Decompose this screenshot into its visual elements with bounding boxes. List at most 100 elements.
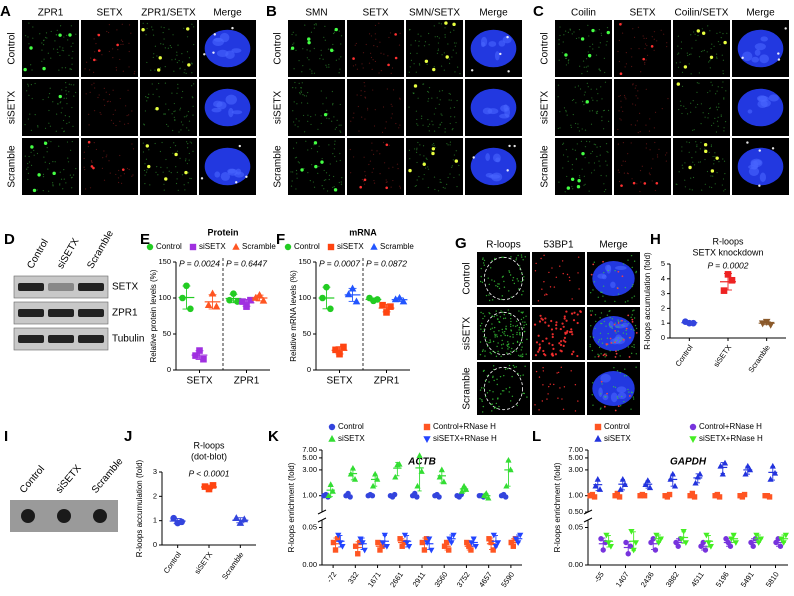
chart-title: R-loops — [193, 440, 225, 450]
data-point — [436, 473, 443, 480]
speckle — [599, 42, 601, 44]
speckle — [581, 151, 585, 156]
speckle — [600, 34, 603, 36]
speckle — [618, 95, 620, 97]
speckle — [632, 28, 634, 30]
micrograph — [347, 79, 404, 136]
speckle — [551, 352, 554, 355]
speckle — [146, 97, 148, 99]
speckle — [416, 179, 418, 181]
speckle — [649, 149, 651, 151]
nucleus-texture — [213, 100, 223, 108]
speckle — [186, 36, 189, 38]
nucleus — [470, 147, 517, 186]
speckle — [333, 50, 335, 52]
speckle — [607, 151, 609, 153]
y-tick-label: 0 — [167, 365, 171, 374]
speckle — [339, 130, 341, 132]
speckle — [679, 61, 681, 63]
speckle — [318, 165, 320, 168]
speckle — [27, 83, 29, 85]
speckle — [470, 69, 474, 72]
micrograph — [732, 79, 789, 136]
speckle — [634, 324, 637, 327]
speckle — [492, 365, 495, 367]
speckle — [642, 35, 644, 37]
panel-letter: H — [650, 231, 661, 248]
speckle — [48, 109, 50, 112]
speckle — [62, 50, 65, 52]
speckle — [310, 115, 312, 118]
speckle — [619, 320, 622, 322]
data-point — [619, 476, 626, 482]
x-tick-label: siSETX — [193, 550, 215, 576]
speckle — [213, 33, 216, 36]
speckle — [97, 49, 101, 52]
data-point — [600, 547, 606, 553]
speckle — [372, 59, 374, 61]
speckle — [653, 38, 655, 40]
speckle — [700, 103, 703, 105]
speckle — [438, 103, 440, 105]
speckle — [297, 126, 299, 128]
legend-marker — [328, 435, 336, 442]
speckle — [654, 141, 656, 144]
speckle — [92, 71, 95, 74]
nucleus-texture — [751, 56, 760, 63]
speckle — [52, 101, 54, 103]
speckle — [162, 31, 164, 34]
blot-band — [18, 335, 44, 343]
speckle — [620, 100, 622, 102]
data-point — [446, 536, 453, 543]
speckle — [491, 323, 493, 325]
speckle — [622, 263, 625, 265]
data-point — [395, 293, 404, 301]
column-header: SETX — [629, 8, 655, 19]
speckle — [518, 310, 520, 312]
speckle — [163, 183, 165, 185]
speckle — [44, 161, 46, 163]
speckle — [311, 70, 313, 72]
speckle — [521, 256, 523, 258]
speckle — [97, 33, 101, 37]
speckle — [704, 158, 706, 161]
speckle — [650, 167, 653, 169]
speckle — [486, 341, 488, 343]
speckle — [690, 177, 692, 179]
speckle — [644, 61, 646, 64]
speckle — [481, 399, 483, 401]
speckle — [646, 54, 649, 56]
speckle — [181, 53, 183, 55]
speckle — [633, 295, 636, 297]
speckle — [416, 161, 418, 164]
data-point — [383, 309, 390, 316]
speckle — [117, 177, 120, 179]
data-point — [755, 540, 762, 546]
speckle — [541, 339, 544, 343]
column-header: 53BP1 — [543, 240, 573, 251]
speckle — [379, 173, 381, 175]
row-label: siSETX — [540, 91, 551, 125]
speckle — [562, 142, 565, 144]
data-point — [503, 494, 509, 500]
speckle — [632, 396, 635, 398]
speckle — [143, 124, 146, 126]
row-label: Control — [7, 32, 18, 64]
speckle — [552, 347, 555, 351]
speckle — [565, 149, 567, 151]
speckle — [714, 117, 716, 119]
speckle — [517, 372, 519, 375]
speckle — [519, 268, 521, 271]
speckle — [723, 127, 725, 129]
data-point — [690, 319, 697, 327]
speckle — [188, 172, 190, 174]
speckle — [432, 67, 436, 72]
speckle — [182, 124, 184, 126]
speckle — [415, 71, 417, 73]
speckle — [583, 94, 586, 96]
speckle — [643, 37, 645, 39]
speckle — [716, 172, 718, 174]
nucleus-texture — [614, 265, 627, 271]
speckle — [370, 35, 373, 37]
speckle — [630, 328, 632, 331]
